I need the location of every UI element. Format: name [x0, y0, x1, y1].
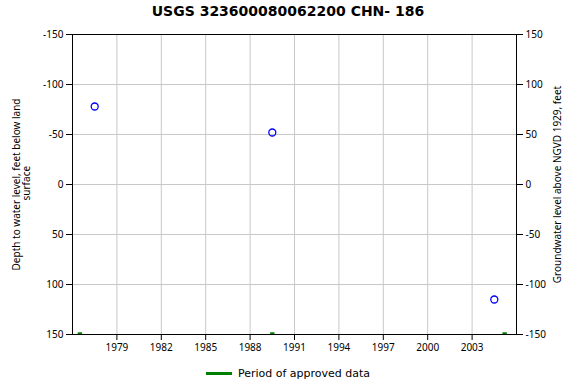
- svg-text:1979: 1979: [105, 340, 128, 354]
- svg-text:50: 50: [526, 127, 538, 141]
- svg-text:0: 0: [58, 177, 64, 191]
- svg-text:-100: -100: [526, 277, 547, 291]
- svg-text:Groundwater level above NGVD 1: Groundwater level above NGVD 1929, feet: [550, 85, 564, 283]
- svg-text:1991: 1991: [283, 340, 306, 354]
- svg-text:-50: -50: [49, 127, 64, 141]
- svg-text:2003: 2003: [461, 340, 484, 354]
- svg-text:1982: 1982: [150, 340, 173, 354]
- html-text:Period of approved data: Period of approved data: [237, 366, 371, 380]
- svg-text:100: 100: [46, 277, 63, 291]
- svg-text:150: 150: [526, 27, 543, 41]
- svg-text:1985: 1985: [194, 340, 217, 354]
- svg-text:1988: 1988: [239, 340, 262, 354]
- svg-text:100: 100: [526, 77, 543, 91]
- svg-text:Depth to water level, feet bel: Depth to water level, feet below land su…: [9, 99, 33, 271]
- svg-text:0: 0: [526, 177, 532, 191]
- svg-text:1997: 1997: [372, 340, 395, 354]
- svg-text:-100: -100: [43, 77, 64, 91]
- svg-text:50: 50: [52, 227, 64, 241]
- svg-text:-50: -50: [526, 227, 541, 241]
- html-text:USGS 323600080062200 CHN- 186: USGS 323600080062200 CHN- 186: [151, 3, 425, 19]
- svg-text:2000: 2000: [416, 340, 439, 354]
- svg-text:1994: 1994: [327, 340, 350, 354]
- svg-text:-150: -150: [43, 27, 64, 41]
- svg-text:150: 150: [46, 327, 63, 341]
- svg-text:-150: -150: [526, 327, 547, 341]
